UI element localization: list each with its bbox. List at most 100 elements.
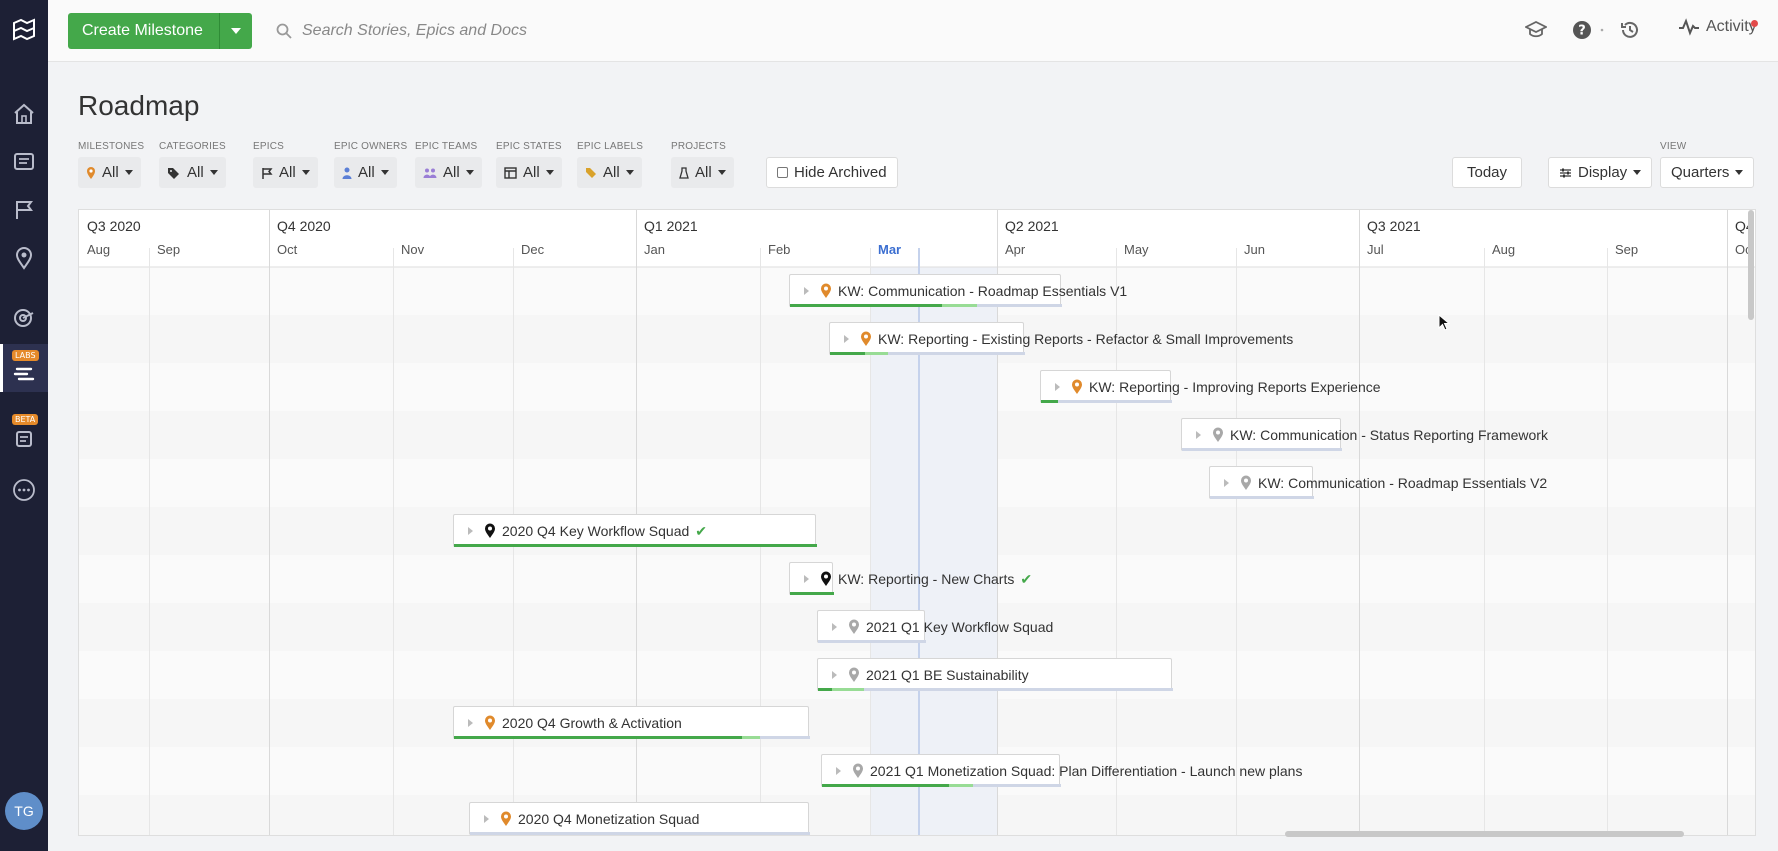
caret-down-icon: [209, 170, 218, 175]
history-icon[interactable]: [1618, 18, 1642, 42]
hide-archived-checkbox[interactable]: [777, 167, 788, 178]
filter-value: All: [102, 164, 119, 181]
display-button[interactable]: Display: [1548, 157, 1653, 188]
filter-projects[interactable]: All: [671, 157, 734, 188]
filter-milestones[interactable]: All: [78, 157, 141, 188]
milestone-title: KW: Reporting - New Charts: [838, 571, 1015, 587]
create-milestone-label: Create Milestone: [82, 22, 203, 39]
milestone-progress-track: [790, 592, 834, 595]
milestone-bar[interactable]: 2021 Q1 Monetization Squad: Plan Differe…: [821, 754, 1302, 787]
page-title: Roadmap: [78, 90, 200, 121]
vertical-scrollbar[interactable]: [1748, 210, 1754, 320]
milestone-name: KW: Communication - Status Reporting Fra…: [1230, 427, 1548, 443]
milestone-progress-track: [454, 736, 810, 739]
month-label: Jul: [1367, 242, 1384, 257]
more-icon[interactable]: [0, 468, 48, 512]
epics-icon[interactable]: [0, 188, 48, 232]
expand-caret-icon[interactable]: [832, 623, 837, 631]
caret-down-icon: [380, 170, 389, 175]
filter-categories[interactable]: All: [159, 157, 226, 188]
horizontal-scrollbar[interactable]: [1285, 831, 1684, 837]
filter-value: All: [603, 164, 620, 181]
month-label: Aug: [1492, 242, 1516, 257]
learn-icon[interactable]: [1524, 18, 1548, 42]
milestone-name: KW: Reporting - Existing Reports - Refac…: [878, 331, 1293, 347]
epic-flag-icon: [262, 167, 273, 179]
expand-caret-icon[interactable]: [804, 575, 809, 583]
milestone-bar[interactable]: KW: Reporting - Improving Reports Experi…: [1040, 370, 1381, 403]
milestone-bar[interactable]: 2021 Q1 Key Workflow Squad: [817, 610, 1053, 643]
month-label: Sep: [157, 242, 181, 257]
expand-caret-icon[interactable]: [1196, 431, 1201, 439]
month-label: May: [1124, 242, 1149, 257]
filter-label-milestones: MILESTONES: [78, 141, 145, 152]
milestone-bar[interactable]: 2021 Q1 BE Sustainability: [817, 658, 1173, 691]
team-icon: [423, 168, 437, 178]
milestone-progress-track: [818, 688, 1173, 691]
milestone-bar[interactable]: 2020 Q4 Key Workflow Squad ✔: [453, 514, 817, 547]
month-label: Jan: [644, 242, 665, 257]
label-icon: [586, 167, 596, 178]
timeline-header-bg: [79, 210, 1755, 267]
milestone-title: 2021 Q1 Monetization Squad: Plan Differe…: [870, 763, 1303, 779]
filter-epic-states[interactable]: All: [496, 157, 562, 188]
hide-archived-toggle[interactable]: Hide Archived: [766, 157, 898, 188]
expand-caret-icon[interactable]: [836, 767, 841, 775]
milestone-bar[interactable]: KW: Reporting - New Charts ✔: [789, 562, 1032, 595]
milestone-title: KW: Communication - Roadmap Essentials V…: [1258, 475, 1548, 491]
activity-icon: [1679, 18, 1699, 36]
expand-caret-icon[interactable]: [1055, 383, 1060, 391]
help-icon[interactable]: ?: [1570, 18, 1594, 42]
stories-icon[interactable]: [0, 140, 48, 184]
milestone-bar[interactable]: 2020 Q4 Monetization Squad: [469, 802, 810, 835]
milestone-name: 2020 Q4 Key Workflow Squad ✔: [502, 523, 707, 540]
expand-caret-icon[interactable]: [844, 335, 849, 343]
filter-epic-teams[interactable]: All: [415, 157, 482, 188]
expand-caret-icon[interactable]: [1224, 479, 1229, 487]
milestones-icon[interactable]: [0, 236, 48, 280]
search-input[interactable]: [302, 22, 562, 40]
timeline-grid: [79, 210, 1755, 835]
filter-label-categories: CATEGORIES: [159, 141, 226, 152]
activity-button[interactable]: Activity: [1678, 18, 1757, 36]
milestone-bar[interactable]: KW: Reporting - Existing Reports - Refac…: [829, 322, 1293, 355]
app-logo-icon[interactable]: [0, 8, 48, 52]
today-button[interactable]: Today: [1452, 157, 1523, 188]
expand-caret-icon[interactable]: [804, 287, 809, 295]
search-icon: [276, 23, 292, 39]
milestone-bar[interactable]: 2020 Q4 Growth & Activation: [453, 706, 810, 739]
progress-done: [818, 688, 832, 691]
milestone-title: KW: Communication - Roadmap Essentials V…: [838, 283, 1128, 299]
reports-icon[interactable]: [0, 296, 48, 340]
filter-epics[interactable]: All: [253, 157, 318, 188]
month-label: Sep: [1615, 242, 1639, 257]
home-icon[interactable]: [0, 92, 48, 136]
milestone-bar[interactable]: KW: Communication - Roadmap Essentials V…: [789, 274, 1127, 307]
milestone-name: 2021 Q1 BE Sustainability: [866, 667, 1029, 683]
docs-icon[interactable]: BETA: [0, 408, 48, 456]
create-dropdown-button[interactable]: [219, 13, 252, 49]
milestone-pin-icon: [821, 283, 831, 298]
milestone-bar[interactable]: KW: Communication - Status Reporting Fra…: [1181, 418, 1548, 451]
caret-down-icon: [1633, 170, 1642, 175]
filter-value: All: [523, 164, 540, 181]
milestone-title: 2020 Q4 Monetization Squad: [518, 811, 700, 827]
progress-done: [454, 544, 817, 547]
project-icon: [679, 166, 689, 179]
expand-caret-icon[interactable]: [832, 671, 837, 679]
avatar[interactable]: TG: [5, 792, 43, 830]
view-select[interactable]: Quarters: [1660, 157, 1755, 188]
milestone-pin-icon: [87, 166, 95, 179]
milestone-pin-icon: [1241, 475, 1251, 490]
quarter-label: Q2 2021: [1005, 218, 1059, 234]
milestone-bar[interactable]: KW: Communication - Roadmap Essentials V…: [1209, 466, 1547, 499]
milestone-name: KW: Communication - Roadmap Essentials V…: [1258, 475, 1547, 491]
expand-caret-icon[interactable]: [468, 719, 473, 727]
expand-caret-icon[interactable]: [468, 527, 473, 535]
filter-epic-labels[interactable]: All: [577, 157, 642, 188]
roadmap-icon[interactable]: LABS: [0, 344, 48, 392]
search-box[interactable]: [268, 13, 568, 49]
expand-caret-icon[interactable]: [484, 815, 489, 823]
tag-icon: [168, 167, 179, 179]
filter-epic-owners[interactable]: All: [334, 157, 397, 188]
